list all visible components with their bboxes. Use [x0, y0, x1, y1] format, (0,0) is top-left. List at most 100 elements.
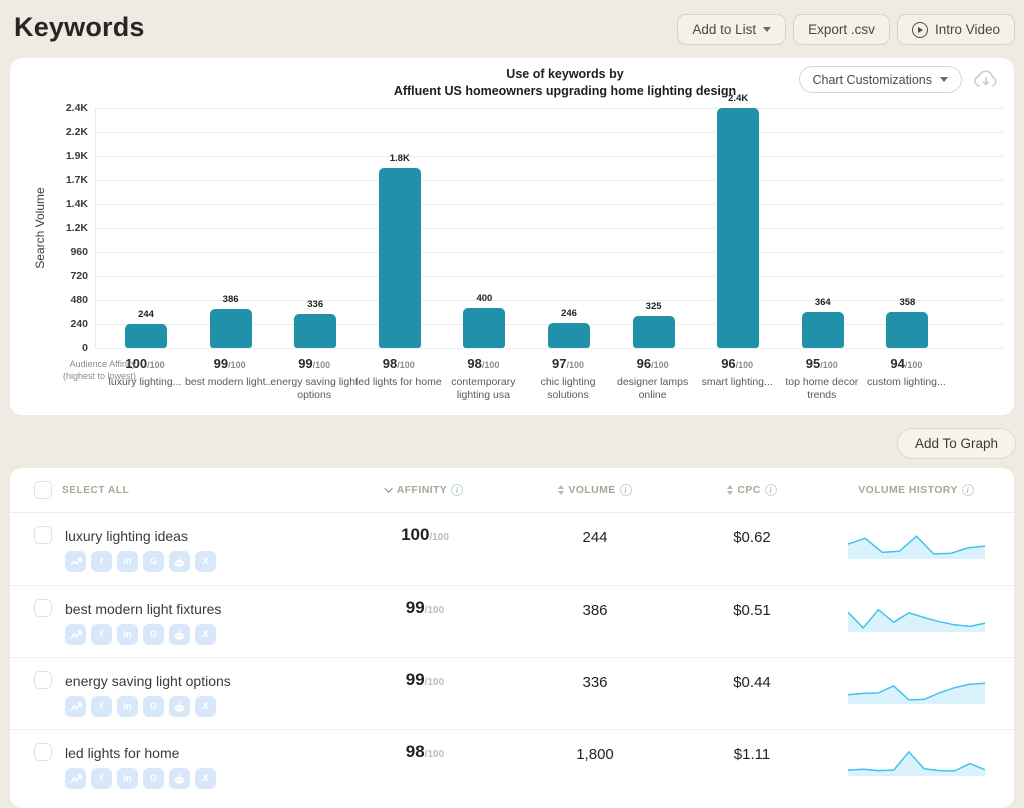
- x-affinity-value: 100/100: [125, 356, 165, 371]
- column-header-affinity[interactable]: AFFINITY i: [345, 484, 505, 496]
- y-tick-label: 0: [82, 342, 88, 354]
- trend-icon[interactable]: [65, 624, 86, 645]
- linkedin-icon[interactable]: in: [117, 624, 138, 645]
- x-icon[interactable]: X: [195, 768, 216, 789]
- google-icon[interactable]: G: [143, 696, 164, 717]
- trend-icon[interactable]: [65, 696, 86, 717]
- chart-bar[interactable]: [294, 314, 337, 348]
- volume-history-sparkline: [847, 672, 986, 706]
- gridline: [96, 180, 1005, 181]
- x-affinity-value: 98/100: [467, 356, 500, 371]
- info-icon[interactable]: i: [619, 484, 632, 496]
- chart-bar[interactable]: [717, 108, 760, 348]
- column-header-volume[interactable]: VOLUME i: [515, 484, 675, 496]
- chart-card: Use of keywords by Affluent US homeowner…: [10, 58, 1014, 415]
- x-axis-label: 98/100 led lights for home: [352, 356, 446, 389]
- x-axis-label: 98/100 contemporary lighting usa: [436, 356, 530, 402]
- info-icon[interactable]: i: [961, 484, 974, 496]
- keyword-label: luxury lighting ideas: [65, 528, 188, 544]
- trend-icon[interactable]: [65, 768, 86, 789]
- x-axis-label: 99/100 energy saving light options: [267, 356, 361, 402]
- table-row: energy saving light options f in G X 99/100 33…: [10, 657, 1014, 729]
- select-all-checkbox[interactable]: [34, 481, 52, 499]
- chart-bar[interactable]: [209, 309, 252, 348]
- gridline: [96, 348, 1005, 349]
- row-checkbox[interactable]: [34, 526, 52, 544]
- cpc-value: $1.11: [733, 746, 771, 763]
- reddit-icon[interactable]: [169, 696, 190, 717]
- reddit-icon[interactable]: [169, 624, 190, 645]
- sort-desc-icon: [384, 484, 393, 493]
- row-checkbox[interactable]: [34, 599, 52, 617]
- x-affinity-value: 96/100: [636, 356, 669, 371]
- download-chart-icon[interactable]: [972, 68, 1000, 92]
- chart-customizations-label: Chart Customizations: [812, 72, 933, 87]
- x-icon[interactable]: X: [195, 624, 216, 645]
- y-tick-label: 1.2K: [65, 222, 88, 234]
- trend-icon[interactable]: [65, 551, 86, 572]
- row-checkbox[interactable]: [34, 671, 52, 689]
- x-keyword-label: designer lamps online: [616, 376, 689, 402]
- x-affinity-value: 96/100: [721, 356, 754, 371]
- social-icons: f in G X: [65, 768, 216, 789]
- column-header-cpc[interactable]: CPC i: [672, 484, 832, 496]
- y-tick-label: 1.7K: [65, 174, 88, 186]
- x-keyword-label: top home decor trends: [785, 376, 859, 402]
- facebook-icon[interactable]: f: [91, 624, 112, 645]
- x-icon[interactable]: X: [195, 551, 216, 572]
- x-axis-label: 95/100 top home decor trends: [775, 356, 869, 402]
- info-icon[interactable]: i: [764, 484, 777, 496]
- x-axis-caption-line1: Audience Affinity: [69, 359, 136, 369]
- y-tick-label: 1.9K: [65, 150, 88, 162]
- row-checkbox[interactable]: [34, 743, 52, 761]
- chart-bar[interactable]: [801, 311, 844, 348]
- google-icon[interactable]: G: [143, 624, 164, 645]
- facebook-icon[interactable]: f: [91, 768, 112, 789]
- gridline: [96, 252, 1005, 253]
- y-tick-label: 2.4K: [65, 102, 88, 114]
- bar-value-label: 358: [899, 297, 916, 309]
- linkedin-icon[interactable]: in: [117, 768, 138, 789]
- linkedin-icon[interactable]: in: [117, 696, 138, 717]
- sort-icon: [727, 485, 734, 495]
- x-keyword-label: luxury lighting...: [108, 376, 182, 388]
- table-row: led lights for home f in G X 98/100 1,800 $1.11: [10, 729, 1014, 801]
- play-icon: [911, 21, 928, 38]
- x-icon[interactable]: X: [195, 696, 216, 717]
- column-header-volume-history[interactable]: VOLUME HISTORY i: [836, 484, 996, 496]
- add-to-list-button[interactable]: Add to List: [677, 14, 787, 45]
- page-header: Keywords Add to List Export .csv Intro V…: [0, 0, 1024, 56]
- chart-bar[interactable]: [378, 168, 421, 348]
- affinity-value: 99/100: [405, 598, 445, 617]
- x-keyword-label: led lights for home: [355, 376, 442, 388]
- reddit-icon[interactable]: [169, 768, 190, 789]
- intro-video-button[interactable]: Intro Video: [896, 14, 1015, 45]
- social-icons: f in G X: [65, 624, 216, 645]
- affinity-value: 99/100: [405, 670, 445, 689]
- bar-value-label: 364: [814, 296, 831, 308]
- linkedin-icon[interactable]: in: [117, 551, 138, 572]
- reddit-icon[interactable]: [169, 551, 190, 572]
- social-icons: f in G X: [65, 696, 216, 717]
- google-icon[interactable]: G: [143, 768, 164, 789]
- x-keyword-label: energy saving light options: [270, 376, 358, 402]
- volume-history-sparkline: [847, 600, 986, 634]
- chart-bar[interactable]: [632, 315, 675, 348]
- bar-value-label: 246: [561, 308, 577, 320]
- intro-video-label: Intro Video: [934, 22, 1000, 37]
- table-rows: luxury lighting ideas f in G X 100/100 244 $0.6…: [10, 513, 1014, 801]
- facebook-icon[interactable]: f: [91, 696, 112, 717]
- facebook-icon[interactable]: f: [91, 551, 112, 572]
- export-csv-button[interactable]: Export .csv: [793, 14, 890, 45]
- chart-bar[interactable]: [125, 323, 167, 348]
- google-icon[interactable]: G: [143, 551, 164, 572]
- add-to-graph-button[interactable]: Add To Graph: [896, 428, 1016, 459]
- x-keyword-label: best modern light...: [184, 376, 275, 388]
- chart-bar[interactable]: [886, 312, 929, 348]
- chart-customizations-button[interactable]: Chart Customizations: [798, 66, 962, 93]
- cpc-value: $0.62: [733, 529, 771, 546]
- volume-history-sparkline: [847, 527, 986, 561]
- chart-bar[interactable]: [463, 308, 506, 348]
- chart-bar[interactable]: [548, 323, 590, 348]
- info-icon[interactable]: i: [451, 484, 464, 496]
